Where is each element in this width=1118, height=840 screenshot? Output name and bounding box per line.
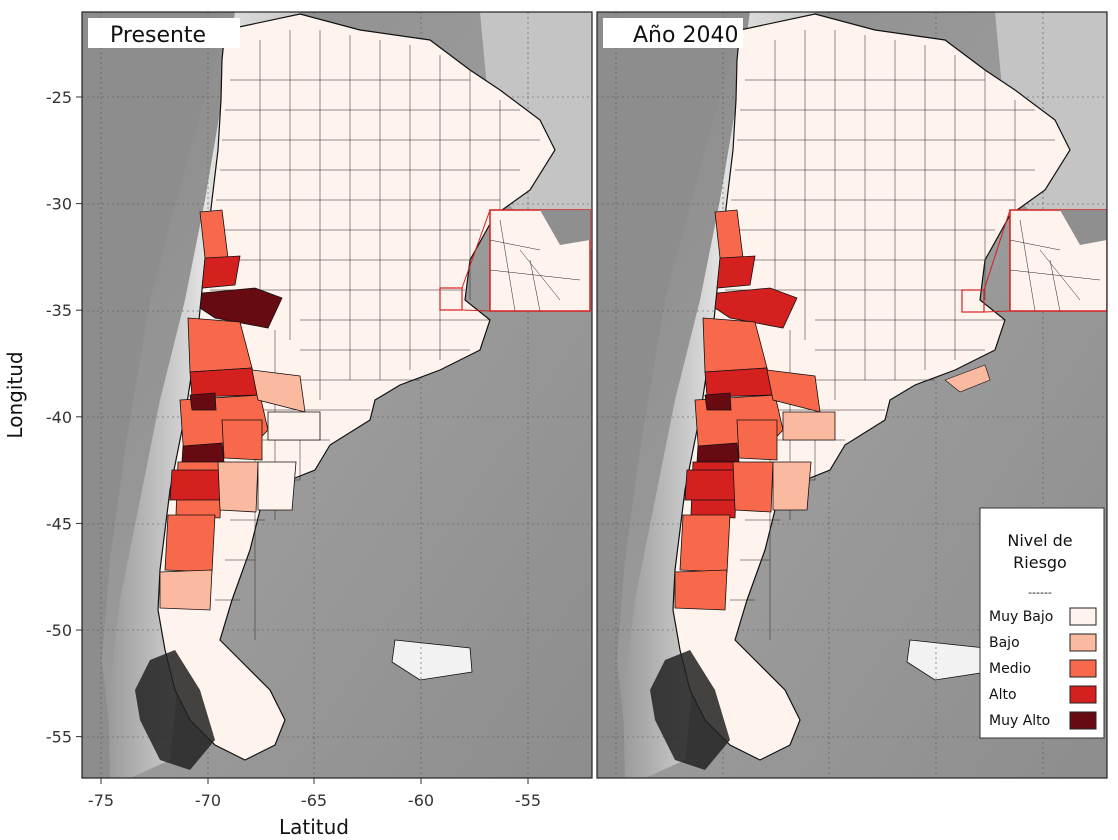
risk-region-15 bbox=[732, 461, 774, 513]
tierra-del-fuego-coast bbox=[650, 650, 730, 770]
tierra-del-fuego-coast bbox=[135, 650, 215, 770]
legend-swatch-medio bbox=[1069, 659, 1097, 678]
y-tick-label: -40 bbox=[46, 408, 72, 427]
x-axis: -75 -70 -65 -60 -55 bbox=[88, 778, 541, 810]
legend: Nivel de Riesgo ------ Muy Bajo Bajo Medio… bbox=[979, 507, 1105, 739]
pacific-shading bbox=[82, 12, 230, 778]
risk-region-15 bbox=[217, 461, 259, 513]
pacific-shading bbox=[597, 12, 745, 778]
legend-label-alto: Alto bbox=[989, 687, 1017, 703]
y-tick-label: -55 bbox=[46, 728, 72, 747]
risk-region-1 bbox=[201, 255, 241, 289]
legend-label-muyalto: Muy Alto bbox=[989, 713, 1050, 729]
y-axis-label: Longitud bbox=[3, 351, 27, 438]
risk-region-14 bbox=[221, 419, 263, 461]
department-borders bbox=[210, 30, 540, 640]
buenos-aires-coast-region bbox=[944, 364, 991, 393]
map-panel-2040: Año 2040 Nivel de Riesgo ------ Muy Bajo… bbox=[596, 11, 1108, 779]
risk-region-4 bbox=[189, 367, 259, 398]
legend-swatch-muyalto bbox=[1069, 711, 1097, 730]
panel-frame bbox=[81, 11, 593, 779]
risk-region-13 bbox=[782, 411, 836, 441]
risk-region-8 bbox=[684, 469, 738, 501]
risk-region-10 bbox=[679, 514, 731, 573]
risk-region-9 bbox=[704, 392, 732, 411]
risk-region-16 bbox=[257, 461, 297, 511]
risk-region-13 bbox=[267, 411, 321, 441]
risk-region-6 bbox=[696, 442, 740, 463]
x-tick-label: -75 bbox=[88, 791, 114, 810]
map-panel-present: Presente bbox=[81, 11, 593, 779]
risk-region-6 bbox=[181, 442, 225, 463]
legend-swatch-muybajo bbox=[1069, 607, 1097, 626]
risk-region-1 bbox=[716, 255, 756, 289]
legend-label-bajo: Bajo bbox=[989, 635, 1020, 651]
legend-separator: ------ bbox=[1028, 586, 1052, 599]
risk-region-14 bbox=[736, 419, 778, 461]
risk-region-4 bbox=[704, 367, 774, 398]
x-tick-label: -65 bbox=[301, 791, 327, 810]
legend-label-muybajo: Muy Bajo bbox=[989, 609, 1053, 625]
panel-frame bbox=[596, 11, 1108, 779]
y-tick-label: -45 bbox=[46, 514, 72, 533]
risk-region-2 bbox=[199, 287, 283, 329]
y-tick-label: -50 bbox=[46, 621, 72, 640]
legend-title-line2: Riesgo bbox=[1013, 553, 1067, 572]
y-tick-label: -30 bbox=[46, 195, 72, 214]
risk-region-10 bbox=[164, 514, 216, 573]
risk-region-16 bbox=[772, 461, 812, 511]
risk-region-11 bbox=[159, 569, 213, 611]
panel-title: Presente bbox=[110, 23, 206, 48]
panel-title-box bbox=[88, 18, 240, 48]
y-axis: -25 -30 -35 -40 -45 -50 -55 bbox=[46, 88, 82, 747]
legend-swatch-alto bbox=[1069, 685, 1097, 704]
x-tick-label: -70 bbox=[195, 791, 221, 810]
legend-label-medio: Medio bbox=[989, 661, 1031, 677]
inset-zoom bbox=[439, 209, 591, 312]
risk-region-11 bbox=[674, 569, 728, 611]
panel-title-box bbox=[603, 18, 743, 48]
department-borders bbox=[725, 30, 1055, 640]
legend-title-line1: Nivel de bbox=[1007, 531, 1072, 550]
y-tick-label: -25 bbox=[46, 88, 72, 107]
malvinas-islands bbox=[906, 639, 988, 681]
inset-zoom bbox=[961, 209, 1107, 313]
risk-region-2 bbox=[714, 287, 798, 329]
malvinas-islands bbox=[391, 639, 473, 681]
panel-title: Año 2040 bbox=[633, 23, 738, 48]
risk-region-8 bbox=[169, 469, 223, 501]
risk-region-9 bbox=[189, 392, 217, 411]
x-axis-label: Latitud bbox=[279, 815, 349, 839]
y-tick-label: -35 bbox=[46, 301, 72, 320]
x-tick-label: -55 bbox=[515, 791, 541, 810]
legend-swatch-bajo bbox=[1069, 633, 1097, 652]
x-tick-label: -60 bbox=[408, 791, 434, 810]
